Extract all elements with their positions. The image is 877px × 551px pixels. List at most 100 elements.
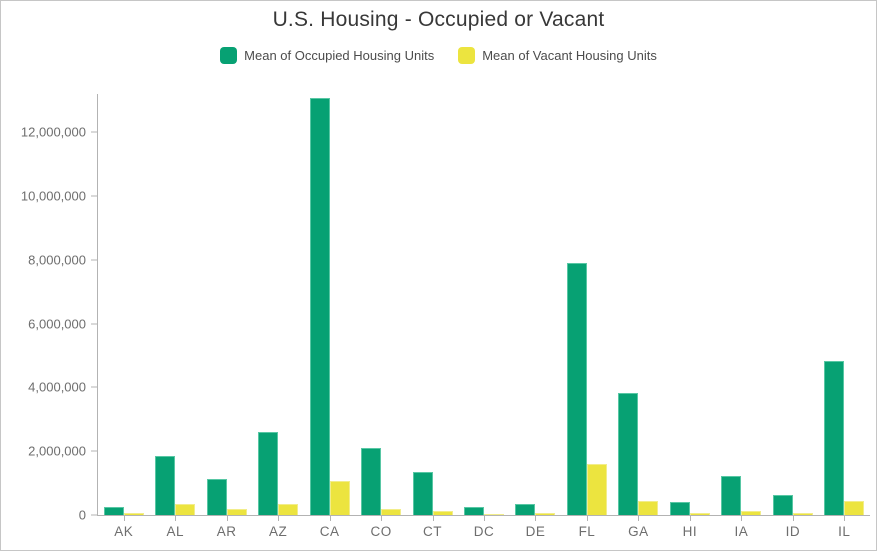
x-axis-tick-mark [329,516,331,521]
bar-pair-ca [309,94,350,515]
x-axis-label-ct: CT [423,524,443,539]
x-axis-label-az: AZ [269,524,288,539]
category-slot-dc: DC [458,94,509,539]
bar-occupied-az[interactable] [258,432,279,515]
bar-occupied-ak[interactable] [103,507,124,515]
bar-pair-fl [566,94,607,515]
x-axis-tick-mark [741,516,743,521]
legend-item-vacant[interactable]: Mean of Vacant Housing Units [458,47,657,64]
occupied-swatch-icon [220,47,238,64]
bar-vacant-co[interactable] [381,508,402,515]
bar-vacant-hi[interactable] [689,513,710,515]
bar-vacant-fl[interactable] [586,464,607,515]
x-axis-label-co: CO [370,524,392,539]
y-axis-label: 8,000,000 [28,252,86,268]
y-axis-tick-mark [91,259,97,261]
x-axis-tick-mark [484,516,486,521]
bar-pair-ak [103,94,144,515]
bar-occupied-id[interactable] [772,494,793,515]
category-slot-il: IL [819,94,870,539]
bar-vacant-ak[interactable] [123,512,144,515]
category-slot-de: DE [510,94,561,539]
category-slot-hi: HI [664,94,715,539]
category-slot-al: AL [149,94,200,539]
x-axis-label-ga: GA [628,524,649,539]
bar-vacant-ar[interactable] [226,509,247,515]
bar-vacant-ga[interactable] [638,500,659,515]
bar-pair-id [772,94,813,515]
x-axis-tick-mark [226,516,228,521]
y-axis-label: 12,000,000 [20,124,86,140]
category-slot-ct: CT [407,94,458,539]
y-axis-label: 4,000,000 [28,379,86,395]
bar-pair-il [824,94,865,515]
x-axis-tick-mark [586,516,588,521]
bar-occupied-dc[interactable] [464,507,485,515]
bar-pair-ga [618,94,659,515]
category-slot-ia: IA [716,94,767,539]
category-slot-fl: FL [561,94,612,539]
x-axis-tick-mark [535,516,537,521]
bar-pair-ar [206,94,247,515]
bar-pair-ia [721,94,762,515]
y-axis-label: 10,000,000 [20,188,86,204]
legend: Mean of Occupied Housing Units Mean of V… [1,47,876,64]
y-axis-label: 6,000,000 [28,316,86,332]
category-slot-id: ID [767,94,818,539]
legend-item-occupied[interactable]: Mean of Occupied Housing Units [220,47,434,64]
bar-pair-dc [464,94,505,515]
x-axis-tick-mark [638,516,640,521]
bar-vacant-dc[interactable] [484,514,505,515]
bar-occupied-ca[interactable] [309,98,330,515]
x-axis-tick-mark [432,516,434,521]
x-axis-label-dc: DC [473,524,495,539]
bar-occupied-ia[interactable] [721,475,742,515]
bar-vacant-ca[interactable] [329,480,350,515]
bar-vacant-az[interactable] [278,503,299,515]
bar-occupied-co[interactable] [361,448,382,515]
y-axis-label: 0 [78,507,86,523]
x-axis-label-fl: FL [578,524,596,539]
bar-occupied-ga[interactable] [618,393,639,515]
y-axis-tick-mark [91,323,97,325]
bar-pair-de [515,94,556,515]
legend-label-occupied: Mean of Occupied Housing Units [244,48,435,63]
x-axis-label-ak: AK [114,524,134,539]
bar-vacant-al[interactable] [175,503,196,515]
bar-occupied-hi[interactable] [669,501,690,515]
category-slot-ca: CA [304,94,355,539]
x-axis-tick-mark [175,516,177,521]
bar-vacant-il[interactable] [844,500,865,515]
y-axis-tick-mark [91,450,97,452]
x-axis-tick-mark [381,516,383,521]
x-axis-label-il: IL [838,524,851,539]
x-axis-tick-mark [844,516,846,521]
bar-occupied-il[interactable] [824,360,845,515]
bar-occupied-ar[interactable] [206,479,227,515]
vacant-swatch-icon [458,47,476,64]
y-axis-tick-mark [91,514,97,516]
x-axis-label-ca: CA [319,524,340,539]
bar-occupied-fl[interactable] [566,263,587,515]
bar-occupied-de[interactable] [515,504,536,515]
x-axis-label-ar: AR [216,524,237,539]
category-slot-ga: GA [613,94,664,539]
y-axis-tick-mark [91,386,97,388]
x-axis-tick-mark [792,516,794,521]
x-axis-tick-mark [278,516,280,521]
bar-vacant-id[interactable] [792,512,813,515]
x-axis-label-al: AL [166,524,184,539]
bar-vacant-ct[interactable] [432,511,453,515]
bar-occupied-ct[interactable] [412,471,433,515]
bar-vacant-de[interactable] [535,513,556,515]
bar-pair-ct [412,94,453,515]
y-axis-label: 2,000,000 [28,443,86,459]
y-axis-tick-mark [91,195,97,197]
y-axis-tick-mark [91,131,97,133]
bar-occupied-al[interactable] [155,456,176,515]
x-axis-label-id: ID [785,524,801,539]
x-axis-tick-mark [123,516,125,521]
category-slot-ak: AK [98,94,149,539]
bar-vacant-ia[interactable] [741,510,762,515]
category-slot-az: AZ [252,94,303,539]
